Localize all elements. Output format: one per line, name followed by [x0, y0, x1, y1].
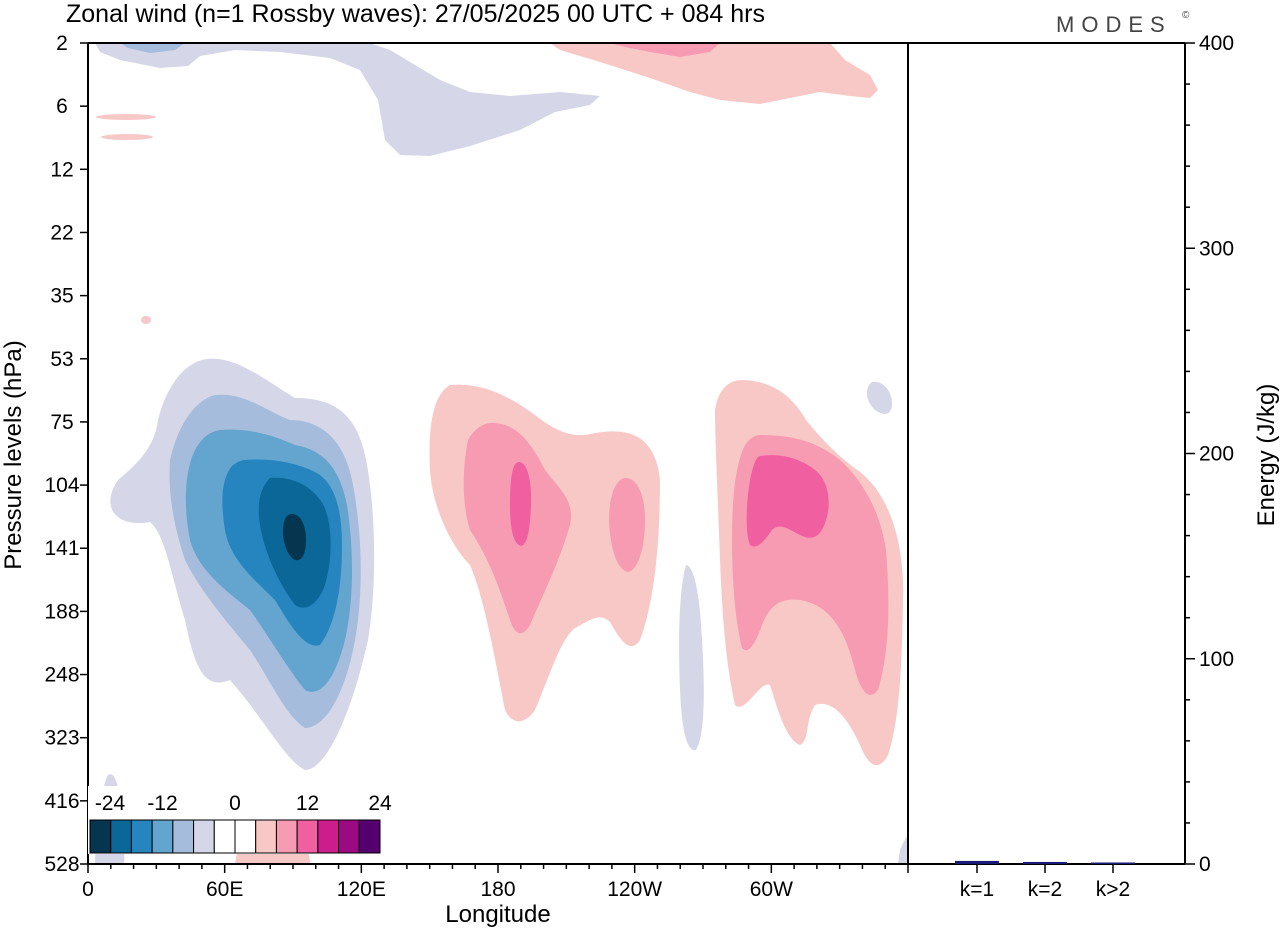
pressure-axis: 2 6 12 22 35 53 75 104 141 188 248 323 416 528 — [44, 32, 88, 876]
y-tick-label: 53 — [50, 348, 73, 371]
y-tick-label: 75 — [50, 411, 73, 434]
y-tick-label: 6 — [56, 95, 68, 118]
colorbar-swatch — [255, 819, 277, 854]
colorbar-label: 12 — [296, 792, 319, 815]
contour-neg-main-core — [282, 514, 306, 561]
contour-pos-fleck — [96, 114, 156, 120]
energy-axis: 0 100 200 300 400 — [1185, 32, 1234, 876]
colorbar-swatch — [110, 819, 132, 854]
energy-bars — [955, 860, 1135, 873]
y-tick-label: 12 — [50, 158, 73, 181]
y-tick-label: 416 — [44, 790, 79, 813]
x-axis-title: Longitude — [445, 901, 550, 928]
energy-tick-label: 200 — [1199, 443, 1234, 466]
colorbar-label: -24 — [95, 792, 126, 815]
y-axis-title: Pressure levels (hPa) — [0, 340, 27, 569]
y-tick-label: 22 — [50, 221, 73, 244]
energy-bar — [1091, 862, 1135, 864]
contour-pos-upper-core — [610, 43, 720, 57]
energy-category-label: k>2 — [1096, 878, 1130, 901]
y-tick-label: 141 — [44, 537, 79, 560]
longitude-axis: 0 60E 120E 180 120W 60W — [82, 864, 909, 901]
contour-pos-upper-band — [550, 43, 878, 104]
y-tick-label: 323 — [44, 727, 79, 750]
colorbar-swatch — [338, 819, 360, 854]
x-tick-label: 0 — [82, 878, 94, 901]
energy-category-labels: k=1 k=2 k>2 — [960, 878, 1130, 901]
contour-plot: 2 6 12 22 35 53 75 104 141 188 248 323 416 528 0 60E 12… — [0, 32, 1186, 928]
contour-pos-fleck — [101, 134, 153, 140]
x-tick-label: 120E — [337, 878, 386, 901]
colorbar-swatch — [193, 819, 215, 854]
contour-neg-streak — [679, 565, 704, 751]
colorbar-swatch — [234, 819, 257, 854]
colorbar: -24 -12 0 12 24 — [88, 786, 392, 854]
colorbar-label: -12 — [147, 792, 177, 815]
colorbar-swatch — [213, 819, 236, 854]
colorbar-swatch — [89, 819, 112, 854]
contour-neg-upper-core — [120, 43, 185, 53]
y-tick-label: 248 — [44, 664, 79, 687]
colorbar-swatch — [151, 819, 174, 854]
x-tick-label: 60W — [750, 878, 793, 901]
colorbar-swatch — [130, 819, 153, 854]
colorbar-swatch — [358, 819, 381, 854]
x-tick-label: 60E — [206, 878, 243, 901]
colorbar-label: 24 — [368, 792, 392, 815]
contour-neg-lower-right — [898, 835, 908, 864]
contour-neg-blob — [866, 381, 892, 414]
contour-pos-fleck — [141, 316, 151, 324]
energy-bar — [955, 860, 999, 864]
y-tick-label: 104 — [44, 474, 79, 497]
contour-pos-dateline-3 — [609, 478, 645, 572]
contour-fills — [95, 43, 908, 864]
colorbar-swatch — [296, 819, 319, 854]
y-tick-label: 35 — [50, 285, 73, 308]
x-tick-label: 120W — [607, 878, 662, 901]
energy-bar — [1023, 861, 1067, 864]
contour-pos-west-core — [746, 455, 829, 547]
energy-axis-title: Energy (J/kg) — [1253, 384, 1280, 527]
energy-category-label: k=2 — [1028, 878, 1062, 901]
energy-bar-panel: 0 100 200 300 400 k=1 k=2 k>2 Energy (J/kg) — [955, 32, 1280, 901]
brand-copyright-mark: © — [1182, 10, 1190, 21]
energy-category-label: k=1 — [960, 878, 994, 901]
energy-tick-label: 0 — [1199, 853, 1211, 876]
colorbar-swatch — [275, 819, 298, 854]
brand-logo: MODES — [1056, 12, 1172, 37]
y-tick-label: 188 — [44, 600, 79, 623]
contour-neg-upper-band — [95, 43, 600, 156]
colorbar-swatch — [317, 819, 340, 854]
chart-title: Zonal wind (n=1 Rossby waves): 27/05/202… — [66, 0, 765, 28]
energy-tick-label: 100 — [1199, 648, 1234, 671]
x-tick-label: 180 — [480, 878, 515, 901]
energy-tick-label: 300 — [1199, 237, 1234, 260]
energy-tick-label: 400 — [1199, 32, 1234, 55]
colorbar-label: 0 — [229, 792, 241, 815]
contour-pos-dateline-core — [510, 462, 532, 546]
colorbar-swatch — [172, 819, 195, 854]
y-tick-label: 2 — [56, 32, 68, 55]
y-tick-label: 528 — [44, 853, 79, 876]
